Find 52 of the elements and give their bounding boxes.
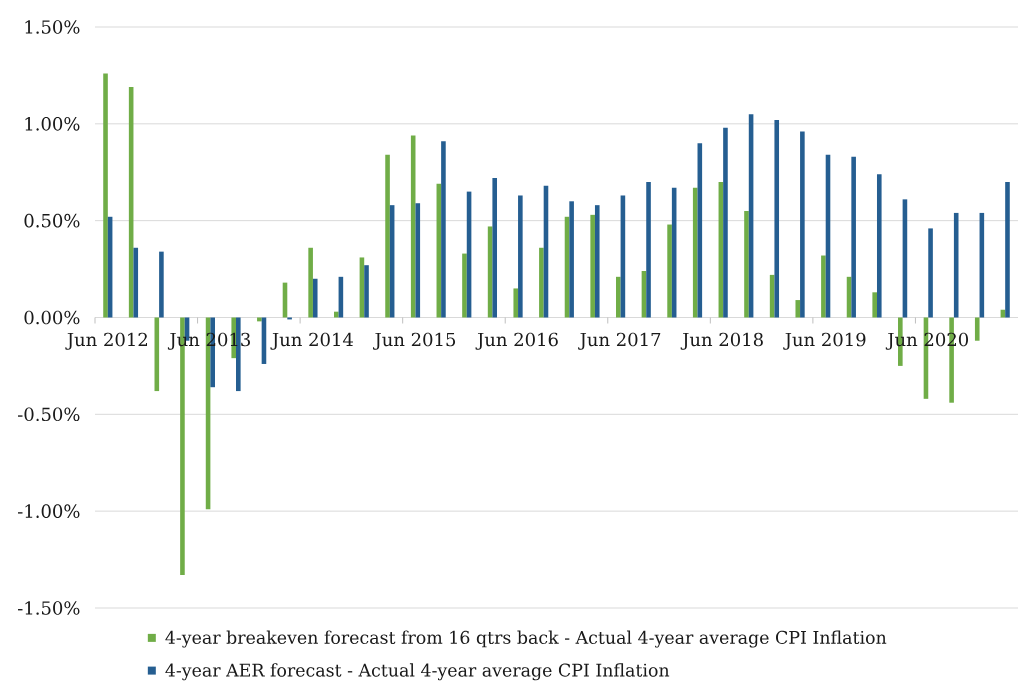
bar <box>723 127 728 318</box>
y-tick-label: -0.50% <box>17 407 80 422</box>
bar <box>616 276 621 318</box>
bar <box>159 251 164 318</box>
bar <box>667 224 672 318</box>
y-tick-label: 1.50% <box>25 20 80 34</box>
bar <box>312 278 318 318</box>
bar <box>795 300 801 318</box>
bar <box>744 210 749 318</box>
x-tick-label: Jun 2018 <box>680 332 763 350</box>
x-tick-label: Jun 2012 <box>65 332 147 350</box>
bar <box>821 255 826 318</box>
y-tick-label: -1.50% <box>17 601 80 615</box>
y-tick-label: 0.50% <box>24 213 80 228</box>
bar <box>590 214 595 318</box>
bar <box>928 228 933 318</box>
bar <box>415 203 421 318</box>
legend-label: 4-year AER forecast - Actual 4-year average CPI Inflation <box>165 663 670 681</box>
bar <box>518 195 523 318</box>
bar <box>569 201 574 318</box>
bar <box>364 265 369 318</box>
bar <box>133 247 139 318</box>
bar <box>441 141 446 318</box>
bar <box>1005 181 1010 318</box>
bar <box>462 253 467 318</box>
bar <box>333 311 339 318</box>
y-tick-label: 0.00% <box>24 310 80 325</box>
bar <box>492 178 498 318</box>
bar <box>800 131 805 318</box>
bar <box>953 212 959 318</box>
y-tick-label: -1.00% <box>17 504 80 518</box>
bar <box>974 317 980 341</box>
bar <box>594 205 600 318</box>
bar <box>872 292 877 318</box>
x-tick-label: Jun 2016 <box>475 332 558 350</box>
y-tick-label: 1.00% <box>25 117 80 131</box>
bar <box>692 187 698 318</box>
bar <box>774 119 780 318</box>
bar <box>513 288 519 318</box>
x-tick-label: Jun 2017 <box>578 332 661 350</box>
x-tick-label: Jun 2014 <box>270 332 353 350</box>
bar <box>385 154 390 318</box>
bar <box>646 181 651 318</box>
x-tick-label: Jun 2015 <box>373 332 456 350</box>
bar <box>257 317 262 322</box>
bar <box>308 247 313 318</box>
bar <box>539 247 544 318</box>
bar <box>103 73 108 318</box>
legend-label: 4-year breakeven forecast from 16 qtrs back - Actual 4-year average CPI Inflation <box>165 630 887 648</box>
x-tick-label: Jun 2019 <box>783 332 866 350</box>
bar <box>876 174 882 318</box>
bar <box>851 156 856 318</box>
